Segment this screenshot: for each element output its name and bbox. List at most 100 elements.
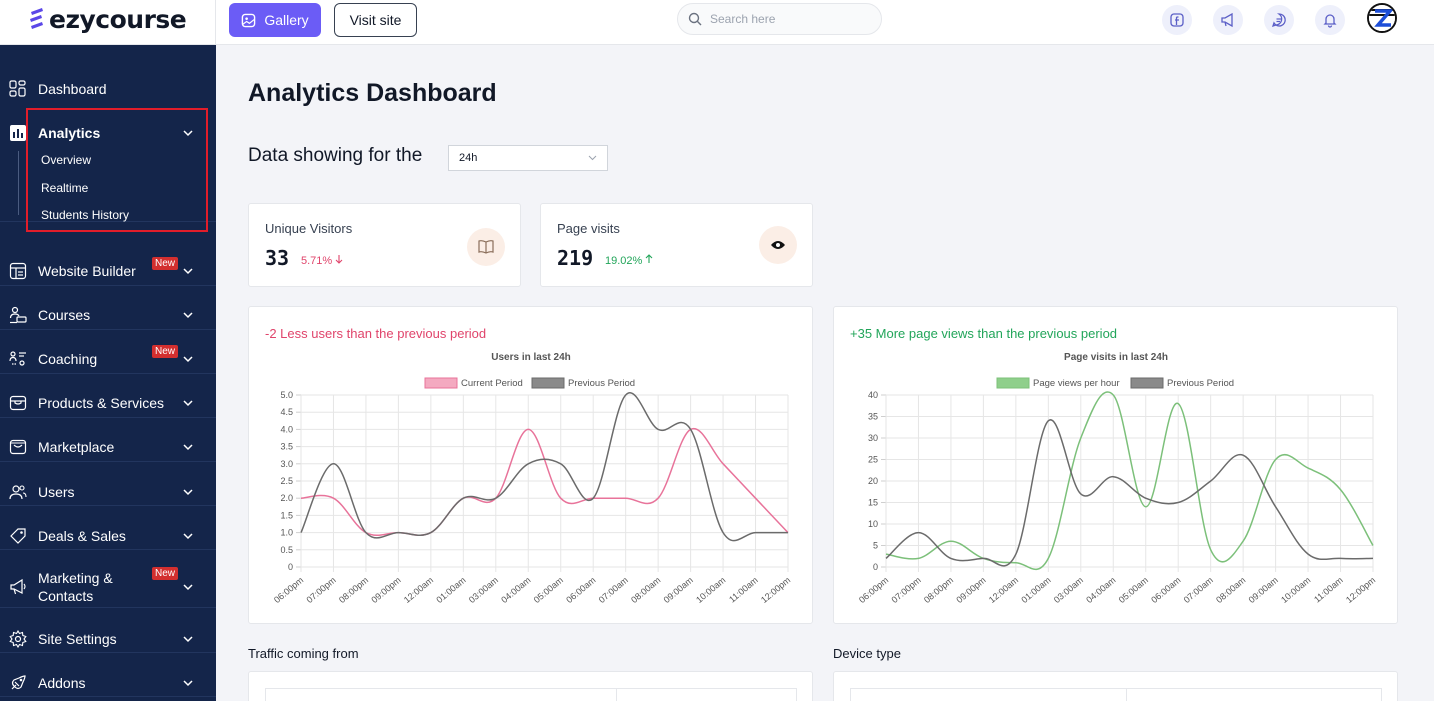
sidebar-item-marketplace[interactable]: Marketplace [38, 439, 115, 455]
chevron-down-icon [588, 155, 597, 161]
x-tick-label: 03:00am [467, 575, 500, 605]
x-tick-label: 08:00pm [922, 575, 955, 605]
search-box[interactable] [677, 3, 882, 35]
series-line-previous-period [885, 419, 1374, 567]
unique-visitors-card: Unique Visitors 33 5.71% [248, 203, 521, 287]
x-tick-label: 05:00am [1117, 575, 1150, 605]
sidebar-divider [0, 329, 216, 330]
facebook-icon[interactable] [1162, 5, 1192, 35]
sidebar-item-dashboard[interactable]: Dashboard [38, 81, 107, 97]
pageviews-line-chart: Page visits in last 24h Page views per ho… [857, 352, 1377, 605]
period-select[interactable]: 24h [448, 145, 608, 171]
stat-change: 5.71% [301, 254, 343, 267]
analytics-icon [9, 124, 27, 142]
sidebar-item-site-settings[interactable]: Site Settings [38, 631, 117, 647]
sidebar-item-analytics[interactable]: Analytics [38, 125, 101, 141]
x-tick-label: 01:00am [1019, 575, 1052, 605]
device-type-card [833, 671, 1398, 701]
website-builder-icon [9, 262, 27, 280]
deals-icon [9, 527, 27, 545]
sidebar: Dashboard Analytics Website Builder New Cour… [0, 45, 216, 701]
sidebar-divider [0, 652, 216, 653]
x-tick-label: 12:00pm [1344, 575, 1377, 605]
avatar[interactable] [1367, 3, 1397, 33]
y-tick-label: 40 [868, 390, 878, 400]
sidebar-item-addons[interactable]: Addons [38, 675, 86, 691]
analytics-sub-realtime[interactable]: Realtime [41, 181, 89, 195]
chevron-down-icon[interactable] [182, 581, 194, 593]
sidebar-item-users[interactable]: Users [38, 484, 75, 500]
sidebar-item-courses[interactable]: Courses [38, 307, 91, 323]
x-tick-label: 09:00am [1247, 575, 1280, 605]
sidebar-item-products-services[interactable]: Products & Services [38, 395, 165, 411]
chevron-down-icon[interactable] [182, 441, 194, 453]
sidebar-item-marketing-contacts[interactable]: Marketing & Contacts [38, 570, 113, 604]
page-visits-card: Page visits 219 19.02% [540, 203, 813, 287]
x-tick-label: 10:00am [694, 575, 727, 605]
pageviews-chart-headline: +35 More page views than the previous pe… [850, 326, 1118, 341]
sidebar-divider [0, 696, 216, 697]
arrow-up-icon [645, 254, 653, 263]
submenu-tree-line [18, 151, 19, 215]
scrollbar[interactable] [1426, 45, 1434, 701]
chevron-down-icon[interactable] [182, 530, 194, 542]
legend-label: Page views per hour [1033, 378, 1120, 389]
new-badge: New [152, 257, 179, 270]
x-tick-label: 06:00pm [272, 575, 305, 605]
traffic-source-card [248, 671, 813, 701]
y-tick-label: 3.0 [280, 459, 293, 469]
y-tick-label: 30 [868, 433, 878, 443]
logo-mark-icon [30, 8, 43, 29]
page-title: Analytics Dashboard [248, 79, 497, 107]
chevron-down-icon[interactable] [182, 127, 194, 139]
gallery-button[interactable]: Gallery [229, 3, 321, 37]
x-tick-label: 12:00am [402, 575, 435, 605]
table-divider [616, 689, 617, 701]
analytics-sub-students-history[interactable]: Students History [41, 208, 130, 222]
top-bar: ezycourse Gallery Visit site [0, 0, 1434, 45]
megaphone-icon[interactable] [1213, 5, 1243, 35]
chevron-down-icon[interactable] [182, 397, 194, 409]
sidebar-item-deals-sales[interactable]: Deals & Sales [38, 528, 126, 544]
x-tick-label: 12:00am [987, 575, 1020, 605]
y-tick-label: 1.5 [280, 510, 293, 520]
y-tick-label: 15 [868, 498, 878, 508]
marketplace-icon [9, 438, 27, 456]
x-tick-label: 06:00am [1149, 575, 1182, 605]
x-tick-label: 05:00am [532, 575, 565, 605]
x-tick-label: 07:00am [1182, 575, 1215, 605]
analytics-sub-overview[interactable]: Overview [41, 153, 92, 167]
visit-site-button[interactable]: Visit site [334, 3, 417, 37]
y-tick-label: 35 [868, 412, 878, 422]
chevron-down-icon[interactable] [182, 309, 194, 321]
chevron-down-icon[interactable] [182, 353, 194, 365]
brand-name: ezycourse [49, 4, 187, 34]
chevron-down-icon[interactable] [182, 486, 194, 498]
users-line-chart: Users in last 24h Current Period Previous … [272, 352, 792, 605]
chevron-down-icon[interactable] [182, 677, 194, 689]
sidebar-item-website-builder[interactable]: Website Builder [38, 263, 136, 279]
brand-logo[interactable]: ezycourse [28, 4, 187, 34]
addons-icon [9, 674, 27, 692]
y-tick-label: 5 [873, 541, 878, 551]
sidebar-item-coaching[interactable]: Coaching [38, 351, 98, 367]
x-tick-label: 08:00pm [337, 575, 370, 605]
search-input[interactable] [710, 12, 860, 26]
analytics-highlight-box [26, 108, 208, 232]
y-tick-label: 25 [868, 455, 878, 465]
stat-value: 219 [557, 246, 594, 270]
table-divider [1126, 689, 1127, 701]
chart-title: Users in last 24h [491, 352, 570, 363]
stat-value: 33 [265, 246, 290, 270]
marketing-icon [9, 578, 27, 596]
stat-change: 19.02% [605, 254, 653, 267]
chevron-down-icon[interactable] [182, 265, 194, 277]
divider [215, 0, 216, 45]
traffic-table [265, 688, 797, 701]
chat-icon[interactable] [1264, 5, 1294, 35]
bell-icon[interactable] [1315, 5, 1345, 35]
x-tick-label: 10:00am [1279, 575, 1312, 605]
x-tick-label: 03:00am [1052, 575, 1085, 605]
search-icon [688, 12, 702, 26]
chevron-down-icon[interactable] [182, 633, 194, 645]
